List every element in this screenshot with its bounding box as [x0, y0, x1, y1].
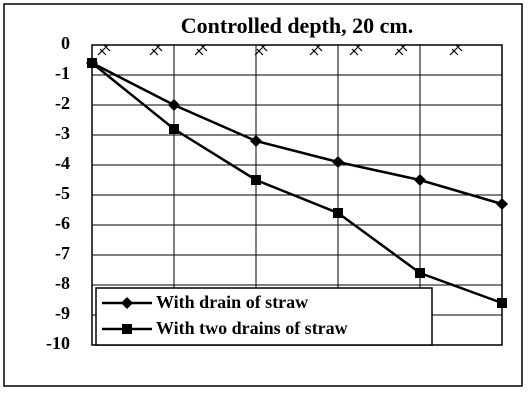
marker: [168, 99, 180, 111]
marker: [496, 198, 508, 210]
marker: [414, 174, 426, 186]
chart-title: Controlled depth, 20 cm.: [181, 13, 413, 38]
y-tick-label: -8: [55, 273, 70, 293]
y-tick-label: -1: [55, 63, 70, 83]
y-tick-label: -3: [55, 123, 70, 143]
marker: [415, 268, 425, 278]
legend-marker: [122, 324, 132, 334]
marker: [87, 58, 97, 68]
ground-hatch: [97, 44, 463, 56]
y-tick-label: -4: [55, 153, 70, 173]
legend-label: With two drains of straw: [156, 318, 348, 338]
legend-label: With drain of straw: [156, 292, 308, 312]
marker: [250, 135, 262, 147]
y-tick-label: -6: [55, 213, 70, 233]
legend-marker: [121, 297, 133, 309]
y-tick-label: -9: [55, 303, 70, 323]
y-tick-label: -2: [55, 93, 70, 113]
marker: [251, 175, 261, 185]
marker: [169, 124, 179, 134]
y-tick-label: 0: [61, 33, 70, 53]
marker: [497, 298, 507, 308]
series-line: [91, 61, 503, 206]
y-tick-label: -10: [46, 333, 70, 353]
marker: [333, 208, 343, 218]
y-tick-label: -7: [55, 243, 70, 263]
marker: [332, 156, 344, 168]
series-line: [91, 62, 503, 305]
legend-box: [95, 287, 433, 346]
y-tick-label: -5: [55, 183, 70, 203]
chart-border: [3, 3, 523, 387]
